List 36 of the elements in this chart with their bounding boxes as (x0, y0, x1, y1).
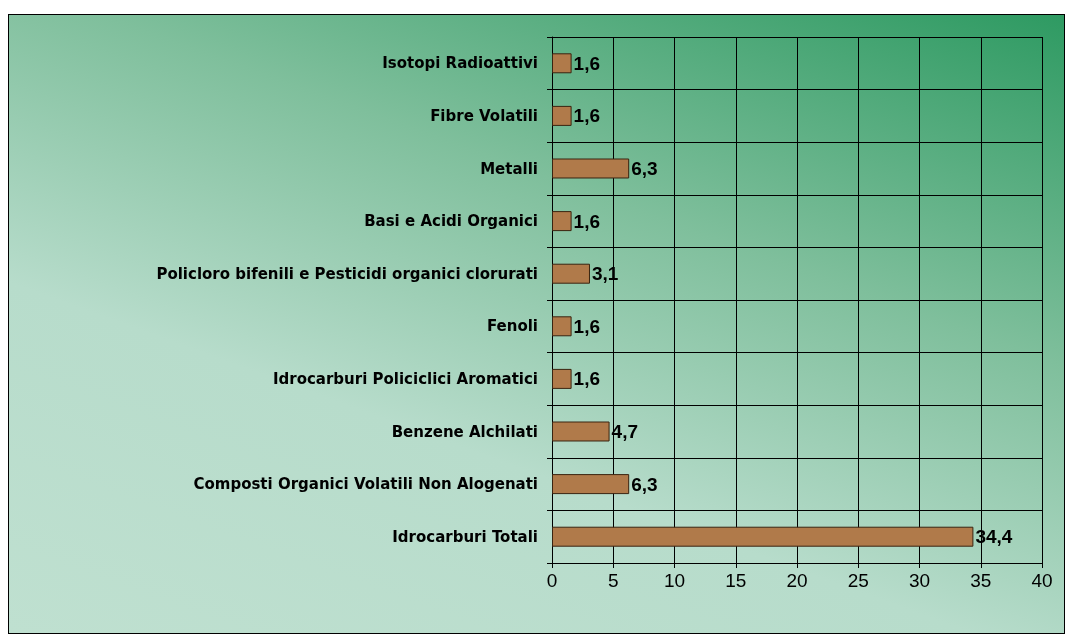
y-tick-label: Composti Organici Volatili Non Alogenati (193, 475, 538, 494)
bar (552, 526, 974, 547)
bar (552, 474, 630, 495)
y-tick-label: Fenoli (486, 317, 538, 336)
y-tick-label: Metalli (480, 159, 538, 178)
x-tick-label: 30 (908, 570, 931, 591)
x-tick-label: 15 (725, 570, 747, 591)
x-tick-label: 10 (663, 570, 686, 591)
y-tick-label: Idrocarburi Policiclici Aromatici (272, 369, 538, 388)
bar (552, 105, 572, 126)
y-tick-label: Policloro bifenili e Pesticidi organici clorurati (156, 264, 538, 283)
data-label: 1,6 (573, 52, 601, 74)
data-label: 1,6 (573, 210, 601, 232)
data-label: 1,6 (573, 315, 601, 337)
bar (552, 158, 630, 179)
bar (552, 53, 572, 74)
y-tick-label: Benzene Alchilati (391, 422, 538, 441)
y-tick-label: Basi e Acidi Organici (364, 212, 538, 231)
x-tick-label: 25 (847, 570, 869, 591)
x-tick-label: 35 (970, 570, 992, 591)
bar (552, 211, 572, 232)
bar (552, 368, 572, 389)
x-tick-label: 0 (546, 570, 558, 591)
y-tick-label: Fibre Volatili (430, 106, 538, 125)
data-label: 1,6 (573, 105, 601, 127)
data-label: 6,3 (631, 158, 658, 179)
y-tick-label: Isotopi Radioattivi (382, 54, 538, 73)
data-label: 6,3 (631, 473, 658, 495)
bar (552, 263, 590, 284)
x-tick-label: 5 (607, 570, 619, 591)
bar (552, 316, 572, 337)
y-tick-label: Idrocarburi Totali (392, 527, 538, 546)
x-tick-label: 20 (786, 570, 808, 591)
bar (552, 421, 610, 442)
x-tick-label: 40 (1031, 570, 1053, 591)
data-label: 1,6 (573, 368, 601, 390)
